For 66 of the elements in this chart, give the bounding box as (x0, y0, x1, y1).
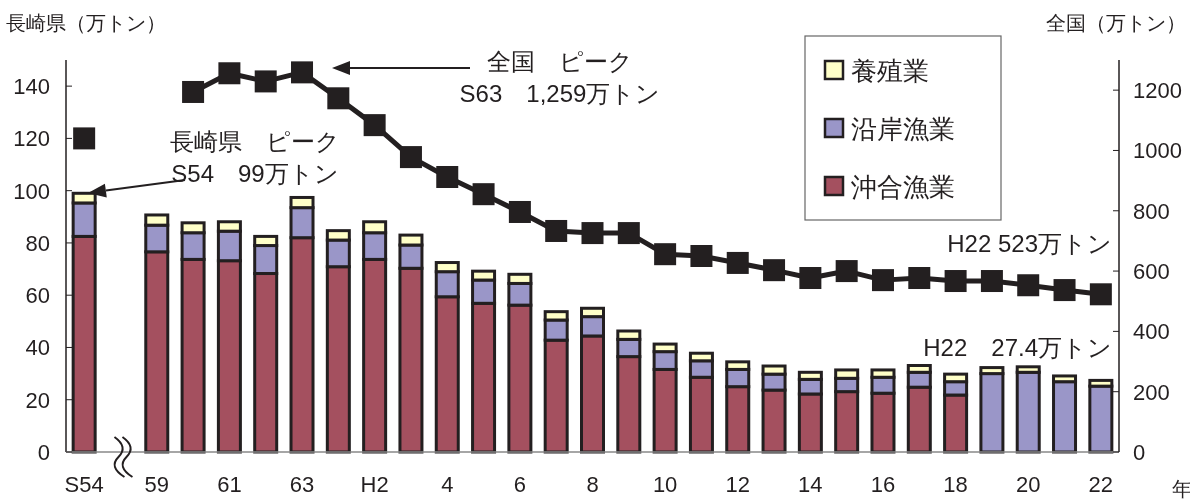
point (254, 70, 277, 93)
point (980, 270, 1003, 293)
y-tick-label: 0 (37, 440, 50, 465)
point (690, 245, 713, 267)
y2-axis-title: 全国（万トン） (1046, 12, 1186, 34)
point (182, 80, 205, 103)
annotation: H22 27.4万トン (923, 334, 1112, 361)
annotation: H22 523万トン (947, 230, 1112, 257)
point (327, 87, 350, 110)
legend-label: 沖合漁業 (851, 172, 955, 202)
annotation: 全国 ピーク S63 1,259万トン (459, 48, 661, 108)
point (436, 166, 459, 188)
legend-label: 養殖業 (851, 56, 929, 86)
x-tick-label: 12 (725, 472, 750, 497)
x-tick-label: 14 (798, 472, 823, 497)
x-tick-label: 61 (217, 472, 242, 497)
point (1089, 283, 1112, 306)
point (654, 243, 677, 266)
y2-tick-label: 800 (1133, 198, 1170, 224)
point (472, 183, 495, 206)
x-tick-label: 59 (144, 472, 170, 497)
y-tick-label: 40 (25, 335, 50, 361)
point (291, 61, 314, 84)
annotation: 長崎県 ピーク S54 99万トン (170, 128, 340, 188)
x-tick-label: 18 (943, 472, 968, 497)
y-tick-label: 20 (25, 387, 50, 413)
point (835, 260, 858, 283)
y-tick-label: 80 (25, 230, 50, 256)
x-tick-label: 10 (652, 472, 678, 497)
point (545, 219, 568, 242)
y2-tick-label: 200 (1133, 379, 1170, 405)
point (617, 222, 640, 245)
point (908, 267, 931, 290)
point (363, 114, 386, 137)
point (799, 267, 822, 290)
x-tick-label: 63 (289, 472, 315, 497)
y2-tick-label: 1000 (1133, 138, 1182, 164)
point (508, 200, 531, 223)
y-tick-label: 120 (13, 126, 50, 152)
legend-label: 沿岸漁業 (851, 114, 955, 144)
point (871, 269, 894, 292)
y2-tick-label: 600 (1133, 259, 1170, 285)
x-tick-label: S54 (64, 472, 104, 497)
point (1053, 279, 1076, 302)
x-tick-label: 20 (1015, 472, 1041, 497)
x-tick-label: 6 (513, 472, 526, 497)
point (944, 270, 967, 293)
point (763, 259, 786, 282)
x-tick-label: 16 (870, 472, 896, 497)
point (581, 222, 604, 245)
point (1017, 274, 1040, 297)
point (218, 62, 241, 85)
y-tick-label: 140 (13, 74, 50, 100)
y-tick-label: 100 (13, 178, 50, 204)
x-tick-label: 22 (1088, 472, 1114, 497)
x-tick-label: H2 (360, 472, 389, 497)
point (399, 146, 422, 169)
y-axis-title: 長崎県（万トン） (6, 12, 166, 34)
point (73, 127, 96, 150)
point (726, 251, 749, 274)
x-tick-label: 4 (441, 472, 454, 497)
x-tick-label: 8 (586, 472, 599, 497)
y2-tick-label: 0 (1133, 440, 1146, 465)
y2-tick-label: 1200 (1133, 78, 1182, 104)
y-tick-label: 60 (25, 283, 50, 309)
y2-tick-label: 400 (1133, 319, 1170, 345)
